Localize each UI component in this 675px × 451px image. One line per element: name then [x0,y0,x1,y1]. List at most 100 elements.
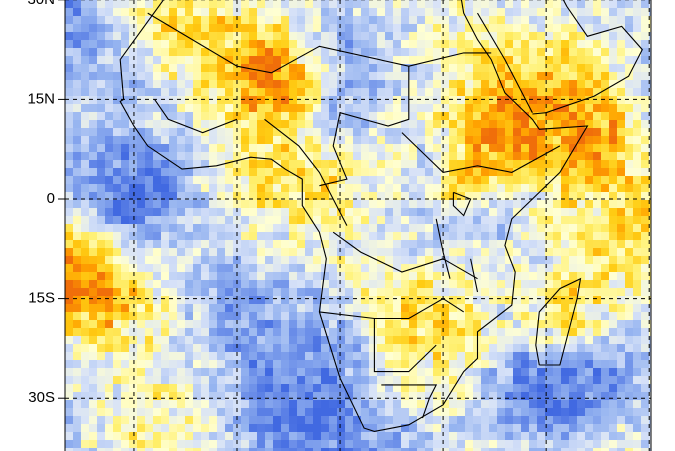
field-cell [609,144,617,152]
field-cell [121,352,129,360]
field-cell [577,120,585,128]
field-cell [169,384,177,392]
field-cell [337,224,345,232]
field-cell [529,120,537,128]
field-cell [561,104,569,112]
field-cell [617,192,625,200]
field-cell [497,0,505,8]
field-cell [161,440,169,448]
field-cell [473,48,481,56]
field-cell [401,240,409,248]
field-cell [313,80,321,88]
field-cell [449,376,457,384]
field-cell [497,352,505,360]
field-cell [321,312,329,320]
field-cell [81,264,89,272]
field-cell [401,152,409,160]
field-cell [625,32,633,40]
field-cell [273,112,281,120]
field-cell [625,80,633,88]
field-cell [465,384,473,392]
field-cell [113,264,121,272]
field-cell [489,48,497,56]
field-cell [121,120,129,128]
field-cell [113,152,121,160]
field-cell [377,40,385,48]
field-cell [257,424,265,432]
field-cell [649,448,651,451]
field-cell [265,376,273,384]
field-cell [385,48,393,56]
field-cell [177,280,185,288]
field-cell [649,336,651,344]
field-cell [241,168,249,176]
field-cell [313,344,321,352]
field-cell [489,288,497,296]
field-cell [385,8,393,16]
field-cell [97,424,105,432]
field-cell [201,72,209,80]
field-cell [417,376,425,384]
field-cell [97,152,105,160]
field-cell [137,56,145,64]
field-cell [137,408,145,416]
field-cell [529,24,537,32]
field-cell [521,232,529,240]
field-cell [449,392,457,400]
field-cell [209,376,217,384]
field-cell [81,128,89,136]
field-cell [65,88,73,96]
field-cell [537,120,545,128]
field-cell [449,128,457,136]
field-cell [257,336,265,344]
field-cell [497,360,505,368]
field-cell [521,440,529,448]
field-cell [241,88,249,96]
field-cell [89,88,97,96]
field-cell [449,104,457,112]
field-cell [97,368,105,376]
field-cell [489,256,497,264]
field-cell [561,360,569,368]
field-cell [529,400,537,408]
field-cell [609,104,617,112]
field-cell [217,184,225,192]
field-cell [289,288,297,296]
field-cell [89,168,97,176]
field-cell [585,256,593,264]
field-cell [249,32,257,40]
field-cell [649,168,651,176]
field-cell [361,216,369,224]
field-cell [305,168,313,176]
field-cell [473,16,481,24]
field-cell [129,232,137,240]
field-cell [193,152,201,160]
field-cell [345,304,353,312]
field-cell [497,440,505,448]
field-cell [105,24,113,32]
field-cell [593,72,601,80]
field-cell [225,232,233,240]
field-cell [425,88,433,96]
field-cell [289,376,297,384]
field-cell [617,40,625,48]
field-cell [65,248,73,256]
field-cell [537,384,545,392]
field-cell [401,56,409,64]
field-cell [497,32,505,40]
field-cell [137,208,145,216]
field-cell [137,176,145,184]
field-cell [241,208,249,216]
field-cell [241,392,249,400]
field-cell [497,416,505,424]
field-cell [281,448,289,451]
field-cell [345,32,353,40]
field-cell [505,0,513,8]
field-cell [65,320,73,328]
field-cell [545,416,553,424]
field-cell [617,56,625,64]
field-cell [193,408,201,416]
field-cell [489,104,497,112]
field-cell [513,328,521,336]
field-cell [129,344,137,352]
